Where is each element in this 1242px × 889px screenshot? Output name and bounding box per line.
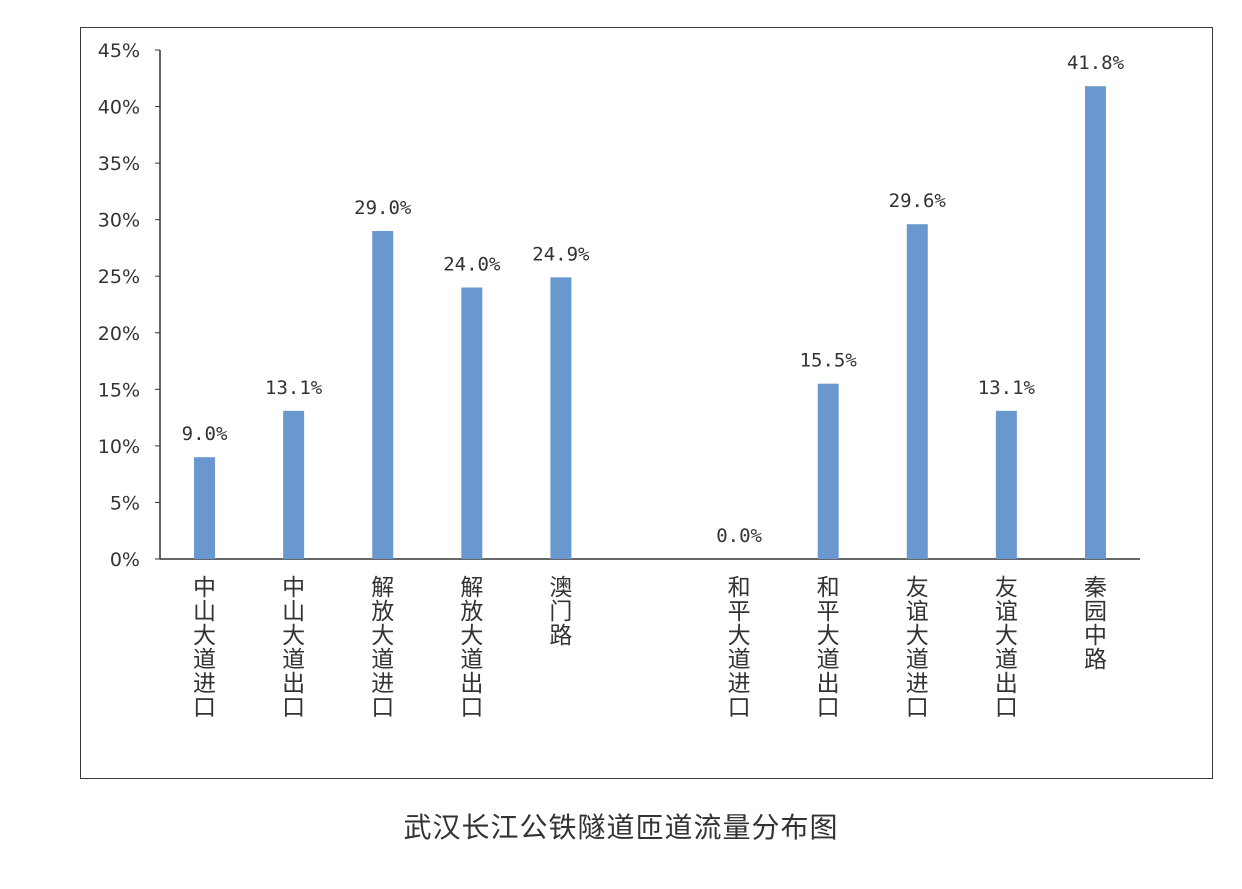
bar bbox=[550, 277, 572, 559]
bar bbox=[461, 287, 483, 559]
y-tick-label: 25% bbox=[98, 266, 140, 288]
data-label: 24.0% bbox=[443, 254, 501, 276]
category-label: 和平大道进口 bbox=[728, 575, 751, 721]
data-label: 13.1% bbox=[265, 377, 323, 399]
data-label: 15.5% bbox=[800, 350, 858, 372]
y-tick-label: 5% bbox=[110, 492, 140, 514]
category-label: 和平大道出口 bbox=[817, 575, 840, 721]
y-tick-label: 40% bbox=[98, 97, 140, 119]
bar bbox=[194, 457, 216, 559]
data-label: 29.6% bbox=[889, 190, 947, 212]
data-label: 24.9% bbox=[532, 243, 590, 265]
y-tick-label: 20% bbox=[98, 323, 140, 345]
y-tick-label: 35% bbox=[98, 153, 140, 175]
category-label: 解放大道出口 bbox=[460, 575, 483, 721]
chart-frame bbox=[80, 27, 1213, 779]
bar bbox=[906, 224, 928, 560]
y-tick-label: 45% bbox=[98, 40, 140, 62]
category-label: 友谊大道出口 bbox=[995, 575, 1018, 721]
category-label: 澳门路 bbox=[549, 575, 572, 649]
bar bbox=[1084, 86, 1106, 559]
data-label: 0.0% bbox=[716, 525, 762, 547]
category-label: 中山大道出口 bbox=[282, 575, 305, 721]
bar bbox=[372, 230, 394, 559]
data-label: 13.1% bbox=[978, 377, 1036, 399]
y-tick-label: 0% bbox=[110, 549, 140, 571]
bar bbox=[283, 410, 305, 559]
category-label: 中山大道进口 bbox=[193, 575, 216, 721]
category-label: 友谊大道进口 bbox=[906, 575, 929, 721]
data-label: 9.0% bbox=[182, 423, 228, 445]
y-tick-label: 15% bbox=[98, 379, 140, 401]
category-label: 解放大道进口 bbox=[371, 575, 394, 721]
bar bbox=[817, 383, 839, 559]
bar-chart: 0% 5% 10% 15% 20% 25% 30% 35% 40% 45% 9.0% 中山大道进口 13… bbox=[98, 40, 1140, 721]
data-label: 41.8% bbox=[1067, 52, 1125, 74]
category-label: 秦园中路 bbox=[1084, 575, 1107, 673]
chart-caption: 武汉长江公铁隧道匝道流量分布图 bbox=[403, 811, 839, 844]
y-tick-label: 10% bbox=[98, 436, 140, 458]
bar bbox=[995, 410, 1017, 559]
data-label: 29.0% bbox=[354, 197, 412, 219]
y-tick-label: 30% bbox=[98, 210, 140, 232]
